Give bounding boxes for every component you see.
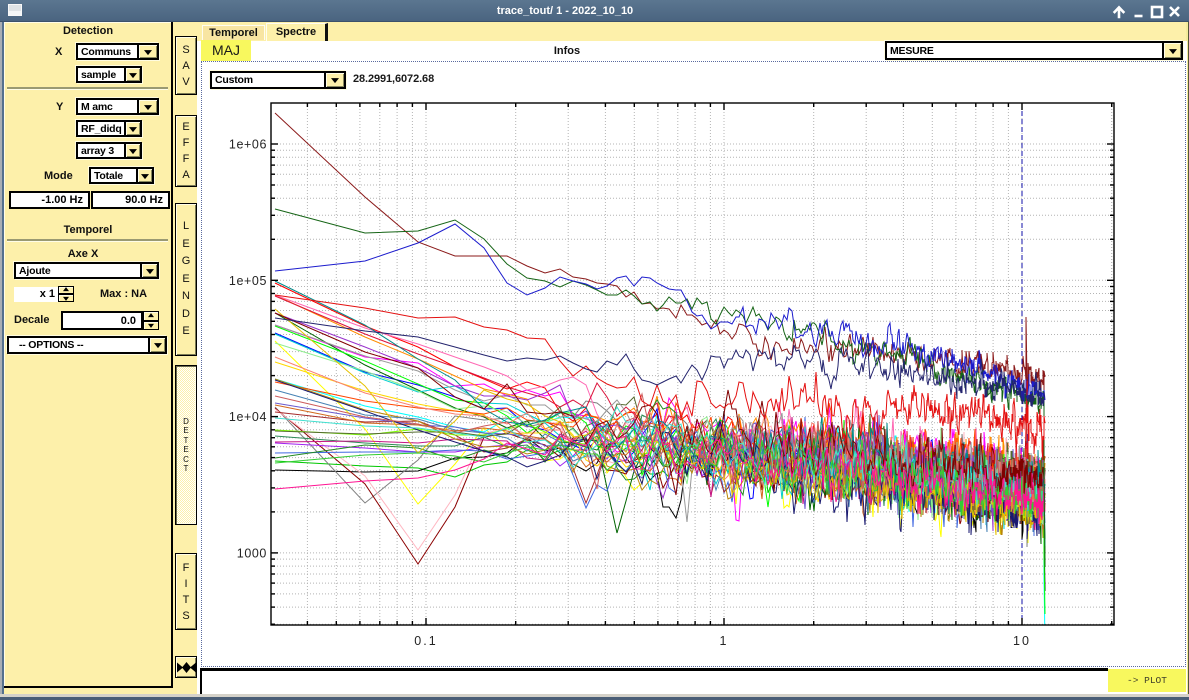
svg-text:1000: 1000 — [237, 546, 267, 560]
svg-text:1e+05: 1e+05 — [229, 274, 267, 288]
svg-text:1e+06: 1e+06 — [229, 138, 267, 152]
svg-text:1: 1 — [720, 634, 729, 648]
svg-text:0.1: 0.1 — [414, 634, 437, 648]
svg-text:10: 10 — [1013, 634, 1031, 648]
svg-text:1e+04: 1e+04 — [229, 410, 267, 424]
